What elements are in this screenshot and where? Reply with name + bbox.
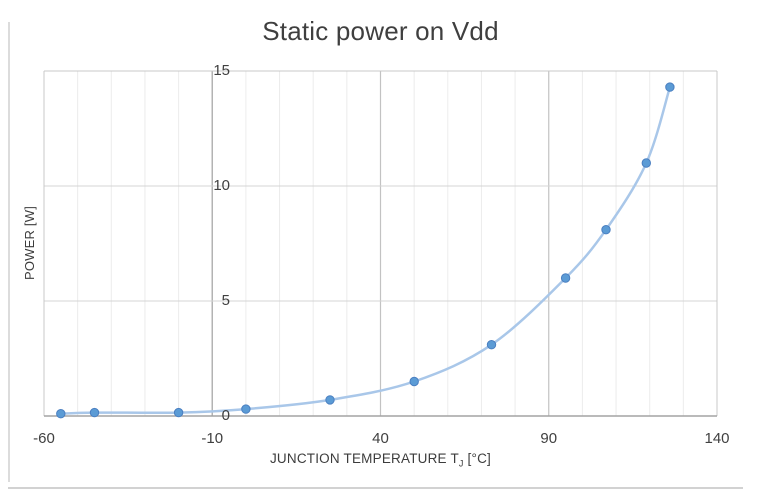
x-tick-label: -60	[33, 430, 55, 447]
data-point-marker	[325, 395, 335, 405]
x-tick-label: 140	[704, 430, 730, 447]
data-point-marker	[601, 225, 611, 235]
data-point-marker	[560, 273, 571, 283]
y-tick-label: 15	[213, 62, 230, 79]
data-point-marker	[56, 409, 66, 419]
y-tick-label: 5	[221, 292, 230, 309]
chart-canvas	[43, 70, 718, 419]
series-line	[59, 85, 672, 415]
y-axis-title: POWER [W]	[22, 205, 37, 281]
x-axis-title: JUNCTION TEMPERATURE TJ [°C]	[44, 451, 717, 469]
x-axis-title-unit: [°C]	[463, 451, 492, 466]
x-axis-title-subscript: J	[458, 458, 464, 469]
x-tick-label: 90	[540, 430, 558, 447]
page-edge-bottom	[8, 487, 743, 489]
chart-title: Static power on Vdd	[262, 16, 499, 46]
data-point-marker	[89, 407, 100, 418]
data-point-marker	[173, 407, 184, 418]
data-point-marker	[409, 376, 419, 387]
data-point-marker	[665, 82, 675, 92]
plot-area	[43, 70, 718, 419]
data-point-marker	[486, 340, 497, 350]
x-tick-label: -10	[201, 430, 224, 447]
data-point-marker	[241, 404, 251, 414]
y-tick-label: 10	[213, 177, 230, 194]
data-point-marker	[641, 158, 651, 168]
x-axis-title-main: JUNCTION TEMPERATURE T	[269, 451, 459, 466]
x-tick-label: 40	[372, 430, 389, 447]
page-edge-left	[8, 22, 10, 482]
y-tick-label: 0	[221, 407, 230, 424]
